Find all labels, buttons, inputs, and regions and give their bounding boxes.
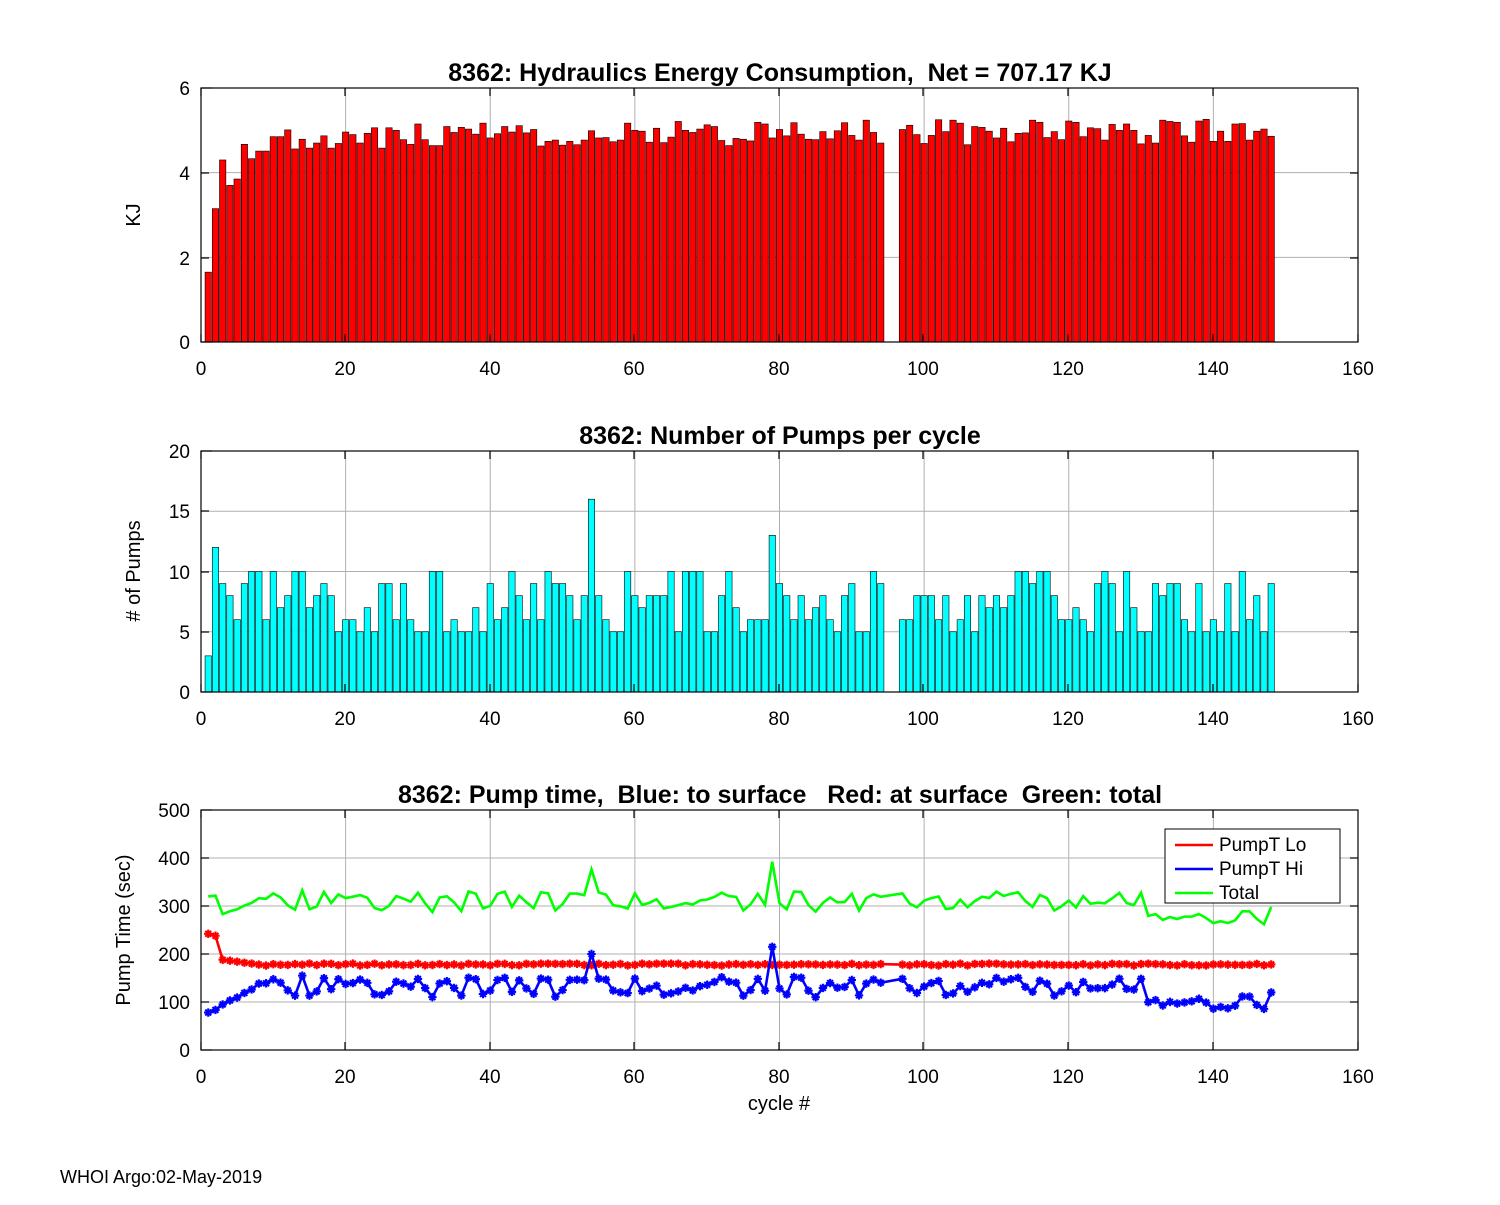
- svg-text:0: 0: [196, 359, 207, 380]
- svg-text:60: 60: [623, 709, 644, 730]
- svg-text:100: 100: [907, 359, 939, 380]
- svg-text:300: 300: [158, 897, 190, 918]
- svg-text:20: 20: [334, 1067, 355, 1088]
- svg-text:8362: Pump time, Blue: to sur: 8362: Pump time, Blue: to surface Red: a…: [398, 781, 1162, 809]
- svg-text:400: 400: [158, 849, 190, 870]
- svg-text:20: 20: [334, 709, 355, 730]
- svg-text:140: 140: [1197, 1067, 1229, 1088]
- svg-text:2: 2: [179, 249, 190, 270]
- svg-text:0: 0: [179, 683, 190, 704]
- svg-text:100: 100: [158, 993, 190, 1014]
- svg-text:cycle #: cycle #: [748, 1093, 811, 1115]
- svg-text:120: 120: [1052, 1067, 1084, 1088]
- svg-text:0: 0: [196, 1067, 207, 1088]
- svg-text:40: 40: [479, 709, 500, 730]
- svg-text:140: 140: [1197, 709, 1229, 730]
- svg-text:5: 5: [179, 623, 190, 644]
- svg-text:8362: Hydraulics Energy Consum: 8362: Hydraulics Energy Consumption, Net…: [448, 59, 1111, 87]
- svg-text:Total: Total: [1219, 883, 1259, 904]
- svg-text:160: 160: [1342, 1067, 1374, 1088]
- svg-text:80: 80: [768, 1067, 789, 1088]
- svg-text:WHOI Argo:02-May-2019: WHOI Argo:02-May-2019: [60, 1167, 262, 1187]
- svg-text:40: 40: [479, 1067, 500, 1088]
- svg-text:80: 80: [768, 359, 789, 380]
- svg-text:0: 0: [196, 709, 207, 730]
- svg-text:20: 20: [334, 359, 355, 380]
- svg-text:# of Pumps: # of Pumps: [123, 520, 145, 621]
- svg-text:15: 15: [169, 502, 190, 523]
- svg-text:120: 120: [1052, 359, 1084, 380]
- svg-text:6: 6: [179, 79, 190, 100]
- svg-text:20: 20: [169, 442, 190, 463]
- svg-text:100: 100: [907, 709, 939, 730]
- svg-text:4: 4: [179, 164, 190, 185]
- svg-text:140: 140: [1197, 359, 1229, 380]
- svg-text:80: 80: [768, 709, 789, 730]
- svg-text:Pump Time (sec): Pump Time (sec): [113, 854, 135, 1005]
- svg-text:0: 0: [179, 333, 190, 354]
- svg-text:40: 40: [479, 359, 500, 380]
- svg-text:8362: Number of Pumps per cycl: 8362: Number of Pumps per cycle: [579, 422, 981, 450]
- svg-text:60: 60: [623, 1067, 644, 1088]
- svg-text:500: 500: [158, 801, 190, 822]
- svg-text:200: 200: [158, 945, 190, 966]
- svg-text:60: 60: [623, 359, 644, 380]
- svg-text:160: 160: [1342, 709, 1374, 730]
- svg-text:100: 100: [907, 1067, 939, 1088]
- svg-text:10: 10: [169, 563, 190, 584]
- svg-text:KJ: KJ: [123, 203, 145, 226]
- svg-text:160: 160: [1342, 359, 1374, 380]
- svg-text:PumpT Lo: PumpT Lo: [1219, 835, 1306, 856]
- svg-text:0: 0: [179, 1041, 190, 1062]
- svg-text:PumpT Hi: PumpT Hi: [1219, 859, 1303, 880]
- svg-text:120: 120: [1052, 709, 1084, 730]
